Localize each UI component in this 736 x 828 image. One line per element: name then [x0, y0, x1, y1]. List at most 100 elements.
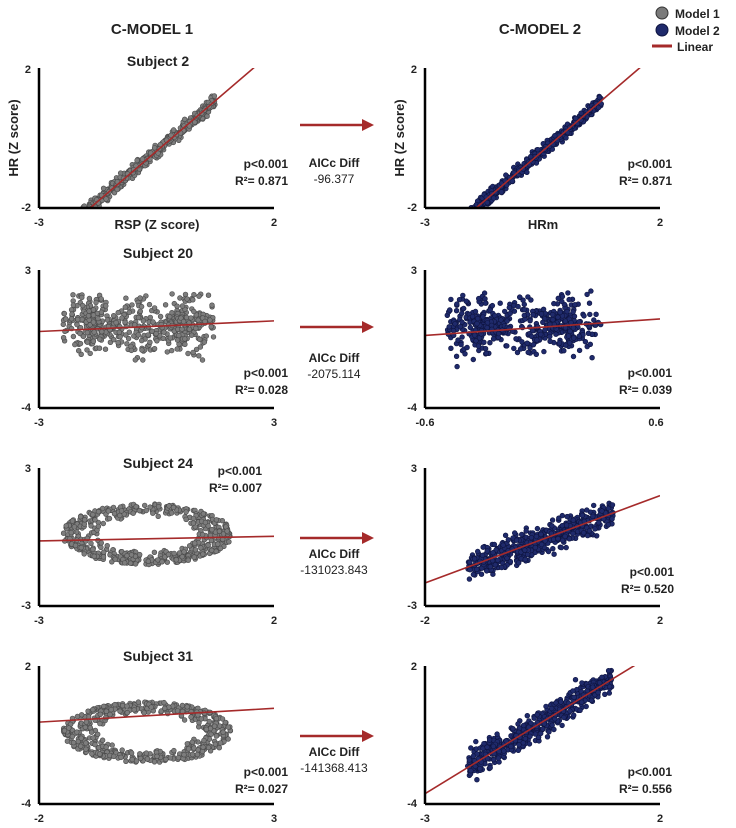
- data-point: [468, 209, 473, 214]
- data-point: [513, 336, 519, 342]
- scatter-points: [60, 291, 217, 363]
- x-tick-left: -0.6: [416, 417, 435, 429]
- data-point: [225, 724, 232, 730]
- x-tick-right: 3: [271, 417, 277, 429]
- data-point: [464, 344, 470, 351]
- data-point: [209, 547, 215, 553]
- data-point: [525, 349, 531, 356]
- data-point: [578, 110, 584, 116]
- legend: Model 1 Model 2 Linear: [652, 6, 720, 54]
- data-point: [533, 533, 540, 540]
- data-point: [496, 330, 502, 337]
- data-point: [470, 211, 475, 216]
- data-point: [489, 302, 496, 309]
- data-point: [461, 216, 466, 221]
- data-point: [90, 312, 97, 318]
- r-squared: R²= 0.556: [619, 782, 672, 796]
- data-point: [459, 220, 464, 225]
- data-point: [135, 332, 142, 338]
- data-point: [98, 309, 105, 315]
- data-point: [470, 753, 477, 759]
- data-point: [127, 560, 134, 566]
- data-point: [590, 502, 597, 509]
- column-title-model1: C-MODEL 1: [111, 21, 193, 38]
- data-point: [206, 718, 213, 725]
- data-point: [98, 544, 104, 551]
- x-tick-left: -3: [420, 813, 430, 825]
- data-point: [169, 347, 175, 354]
- data-point: [200, 551, 206, 557]
- data-point: [215, 541, 221, 547]
- data-point: [475, 315, 481, 322]
- data-point: [599, 674, 605, 680]
- data-point: [99, 329, 105, 335]
- data-point: [122, 319, 128, 325]
- aicc-value: -96.377: [314, 172, 355, 186]
- data-point: [584, 532, 591, 539]
- data-point: [484, 744, 490, 750]
- data-point: [587, 311, 593, 318]
- data-point: [137, 751, 143, 757]
- data-point: [471, 556, 478, 562]
- data-point: [199, 357, 206, 363]
- data-point: [151, 145, 158, 151]
- data-point: [173, 557, 180, 563]
- data-point: [69, 733, 76, 740]
- arrow-head: [362, 532, 374, 544]
- data-point: [515, 747, 521, 753]
- data-point: [590, 513, 596, 520]
- subject-title: Subject 2: [127, 53, 189, 69]
- data-point: [454, 301, 460, 307]
- data-point: [553, 331, 559, 337]
- data-point: [212, 741, 219, 747]
- data-point: [482, 300, 489, 306]
- data-point: [140, 318, 147, 324]
- data-point: [132, 561, 139, 567]
- data-point: [476, 295, 482, 302]
- y-tick-top: 3: [25, 463, 31, 475]
- data-point: [457, 212, 462, 217]
- data-point: [61, 727, 68, 734]
- data-point: [76, 215, 81, 220]
- data-point: [111, 337, 117, 343]
- data-point: [197, 344, 204, 350]
- data-point: [587, 341, 593, 347]
- data-point: [516, 294, 523, 300]
- linear-fit-line: [425, 666, 636, 795]
- fit-line-group: [425, 494, 660, 584]
- data-point: [538, 331, 544, 338]
- r-squared: R²= 0.871: [619, 174, 672, 188]
- data-point: [507, 310, 513, 317]
- data-point: [483, 350, 490, 356]
- data-point: [211, 93, 218, 99]
- data-point: [586, 528, 593, 534]
- data-point: [514, 349, 521, 356]
- data-point: [521, 306, 527, 313]
- data-point: [530, 312, 536, 318]
- panel-subject2-model1: Subject 2 2 -2 -3 2 RSP (Z score) HR (Z …: [6, 53, 288, 232]
- data-point: [506, 304, 512, 311]
- data-point: [452, 321, 458, 327]
- data-point: [69, 219, 74, 224]
- data-point: [216, 528, 223, 534]
- data-point: [521, 301, 527, 308]
- data-point: [588, 288, 594, 294]
- y-tick-bottom: -4: [21, 798, 32, 810]
- data-point: [551, 300, 557, 307]
- data-point: [188, 332, 195, 338]
- data-point: [469, 313, 476, 320]
- data-point: [76, 220, 81, 225]
- data-point: [118, 754, 124, 761]
- data-point: [176, 332, 182, 339]
- data-point: [68, 221, 73, 226]
- data-point: [72, 218, 77, 223]
- data-point: [83, 210, 88, 215]
- data-point: [181, 717, 188, 723]
- data-point: [123, 332, 129, 338]
- data-point: [528, 333, 535, 340]
- data-point: [78, 215, 83, 220]
- data-point: [552, 133, 558, 139]
- data-point: [566, 340, 573, 346]
- data-point: [145, 332, 151, 338]
- data-point: [70, 302, 77, 308]
